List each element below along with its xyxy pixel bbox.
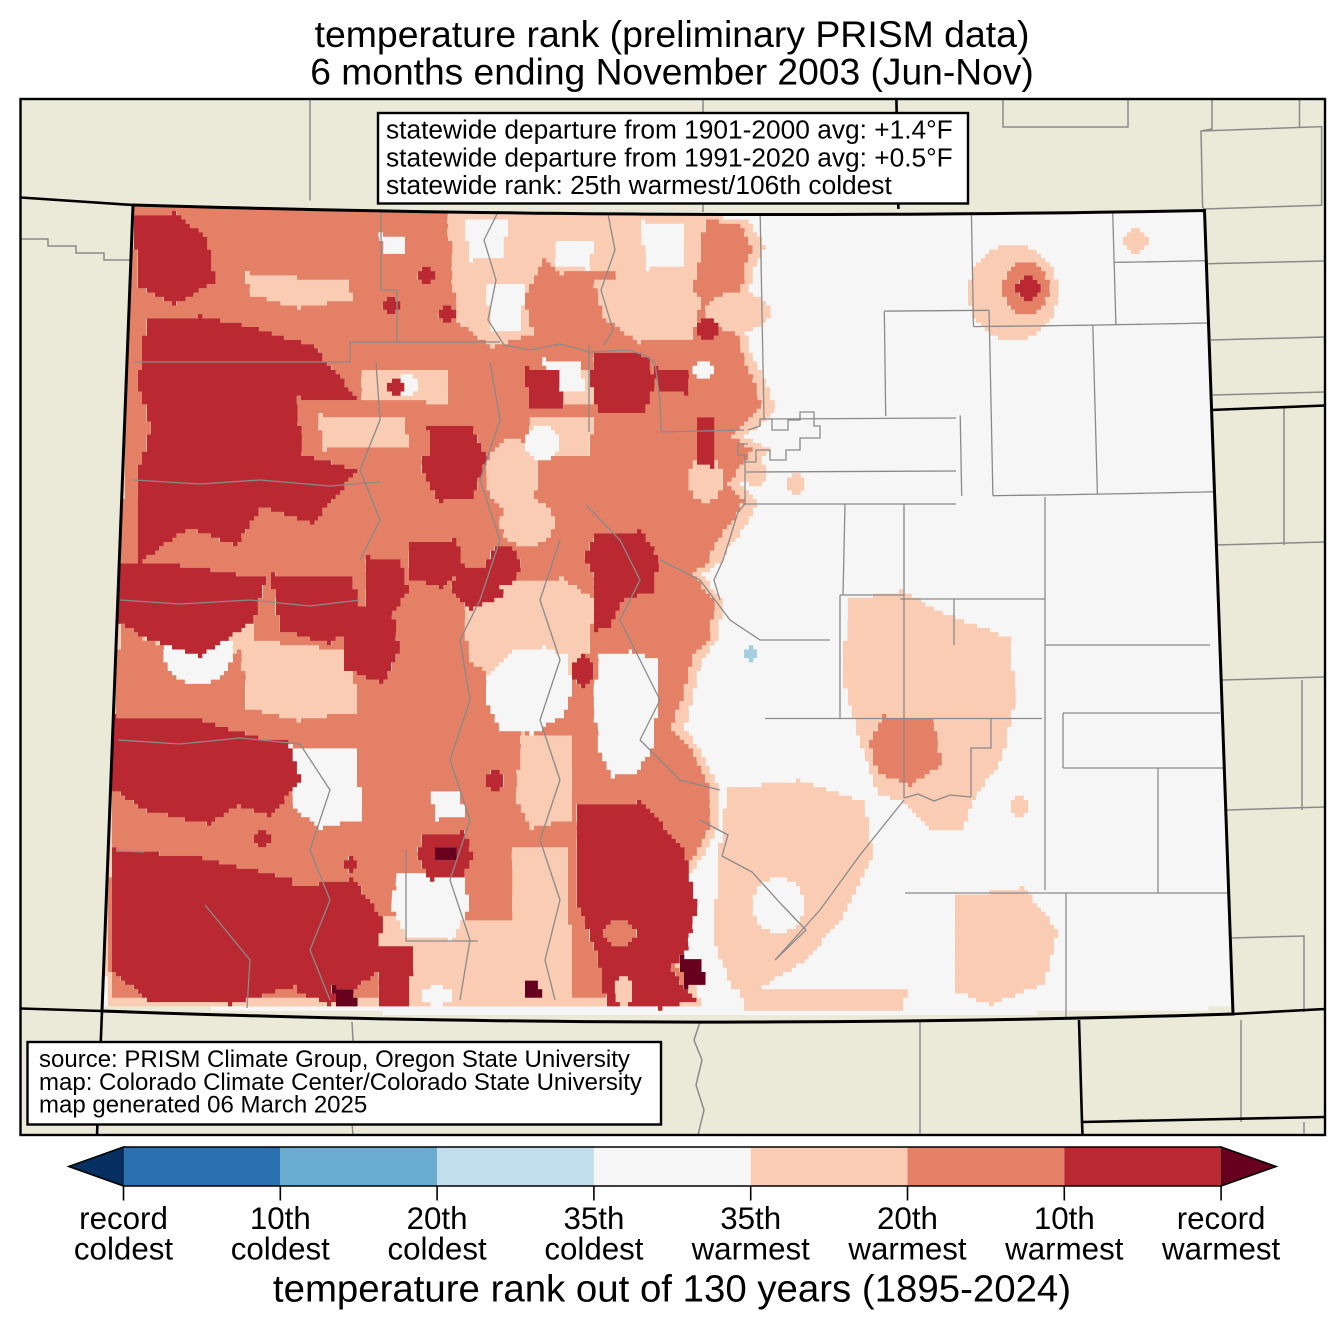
svg-text:10th: 10th [1034,1201,1095,1236]
svg-text:record: record [79,1201,168,1236]
svg-text:warmest: warmest [1004,1232,1124,1267]
svg-text:20th: 20th [407,1201,468,1236]
svg-text:statewide rank: 25th warmest/1: statewide rank: 25th warmest/106th colde… [386,170,892,200]
svg-text:warmest: warmest [1161,1232,1281,1267]
svg-text:map generated 06 March 2025: map generated 06 March 2025 [39,1092,367,1119]
svg-text:6 months ending November 2003: 6 months ending November 2003 (Jun-Nov) [310,50,1033,92]
svg-text:warmest: warmest [691,1232,811,1267]
svg-text:coldest: coldest [231,1232,330,1267]
svg-text:statewide departure from 1901-: statewide departure from 1901-2000 avg: … [386,115,953,145]
svg-text:warmest: warmest [847,1232,967,1267]
svg-text:10th: 10th [250,1201,311,1236]
svg-text:35th: 35th [720,1201,781,1236]
svg-text:record: record [1177,1201,1266,1236]
svg-text:temperature rank (preliminary: temperature rank (preliminary PRISM data… [315,13,1030,55]
svg-text:coldest: coldest [74,1232,173,1267]
svg-text:statewide departure from 1991-: statewide departure from 1991-2020 avg: … [386,142,953,172]
svg-text:coldest: coldest [544,1232,643,1267]
svg-text:coldest: coldest [388,1232,487,1267]
svg-text:temperature rank out of 130 ye: temperature rank out of 130 years (1895-… [273,1268,1071,1311]
svg-text:map: Colorado Climate Center/C: map: Colorado Climate Center/Colorado St… [39,1069,642,1096]
svg-text:35th: 35th [563,1201,624,1236]
svg-text:20th: 20th [877,1201,938,1236]
svg-text:source: PRISM Climate Group, O: source: PRISM Climate Group, Oregon Stat… [39,1046,630,1073]
